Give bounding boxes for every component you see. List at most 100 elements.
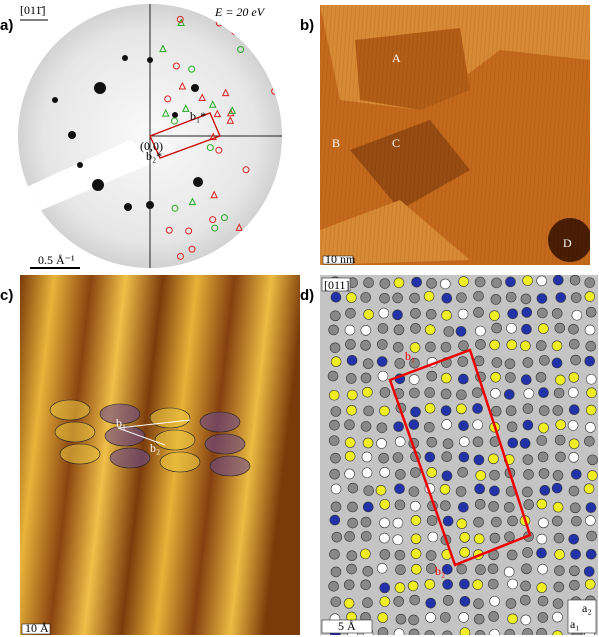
atom — [535, 340, 547, 351]
molecular-row — [547, 5, 569, 265]
molecular-row — [403, 5, 425, 265]
atom — [585, 502, 597, 513]
atom — [330, 501, 342, 513]
atom — [411, 563, 422, 575]
molecular-row — [411, 5, 433, 265]
atom — [585, 340, 597, 352]
molecular-row — [559, 5, 581, 265]
molecular-row — [479, 5, 501, 265]
simulated-spot — [242, 166, 250, 174]
atom — [539, 355, 550, 366]
atom — [489, 339, 500, 351]
atom — [410, 406, 421, 418]
atom — [537, 595, 549, 607]
atom — [536, 275, 547, 287]
atom — [520, 374, 532, 385]
atom — [424, 451, 436, 463]
simulated-spot — [251, 40, 259, 48]
atom — [362, 565, 374, 577]
atom — [568, 372, 580, 383]
atom — [473, 598, 484, 610]
atom — [475, 470, 486, 481]
molecular-row — [407, 5, 429, 265]
atom — [425, 550, 437, 561]
atom — [426, 515, 438, 526]
atom — [330, 483, 342, 495]
atom — [441, 419, 452, 430]
atom — [551, 308, 563, 319]
atom — [392, 534, 404, 546]
vector-label: b₁* — [190, 109, 206, 123]
atom — [344, 324, 356, 336]
atom — [568, 485, 580, 497]
molecular-row — [487, 5, 509, 265]
atom — [553, 581, 565, 593]
atom — [395, 564, 406, 575]
simulated-spot — [188, 65, 196, 73]
molecular-row — [435, 5, 457, 265]
atom — [583, 566, 595, 577]
atom — [505, 405, 517, 417]
atom — [537, 563, 548, 575]
atom — [570, 292, 582, 303]
atom — [379, 517, 390, 529]
atom — [490, 294, 502, 305]
atom — [552, 405, 564, 416]
scale-box — [321, 619, 373, 634]
atom — [522, 357, 534, 368]
atom — [472, 436, 484, 448]
atom — [456, 518, 468, 530]
atom — [394, 499, 406, 511]
atom — [426, 370, 438, 382]
vector-label: b₁ — [405, 349, 415, 363]
atom — [551, 357, 563, 369]
simulated-spot — [235, 223, 244, 231]
atom — [520, 340, 531, 352]
atom — [522, 275, 533, 286]
atom — [504, 358, 516, 370]
direction-label: [011] — [324, 278, 350, 292]
origin-label: (0,0) — [140, 139, 163, 153]
atom — [584, 435, 595, 447]
atom — [568, 338, 580, 350]
leed-spot — [94, 82, 106, 94]
molecular-row — [391, 5, 413, 265]
atom — [392, 292, 403, 304]
atom — [329, 514, 341, 526]
atom — [330, 291, 342, 303]
atom — [475, 325, 486, 337]
molecular-row — [467, 5, 489, 265]
atom — [569, 579, 580, 591]
atom — [584, 324, 596, 336]
atom — [507, 613, 518, 625]
molecular-row — [431, 5, 453, 265]
scale-box — [322, 255, 354, 265]
simulated-spot — [159, 44, 167, 53]
atom — [440, 278, 451, 290]
molecule — [59, 443, 101, 465]
atom — [424, 578, 436, 590]
molecular-row — [515, 5, 537, 265]
simulated-spot — [188, 245, 196, 253]
scale-label: 10 nm — [325, 252, 356, 266]
atom — [491, 277, 502, 289]
stm-terraces — [320, 5, 590, 265]
atom — [554, 434, 566, 446]
atom — [410, 533, 422, 545]
atom — [521, 307, 533, 318]
simulated-spot — [208, 100, 217, 108]
atom — [474, 483, 485, 495]
leed-spot — [193, 177, 203, 187]
molecular-row — [439, 5, 461, 265]
vector-label: b₂ — [150, 441, 160, 455]
atom — [408, 374, 420, 385]
atom — [538, 387, 549, 398]
atom — [456, 292, 467, 303]
domain-label: D — [563, 236, 572, 250]
molecular-row — [543, 5, 565, 265]
atom — [506, 549, 518, 561]
atom — [393, 421, 404, 432]
atom — [555, 419, 567, 431]
atom — [347, 389, 358, 401]
simulated-spot — [213, 109, 222, 118]
